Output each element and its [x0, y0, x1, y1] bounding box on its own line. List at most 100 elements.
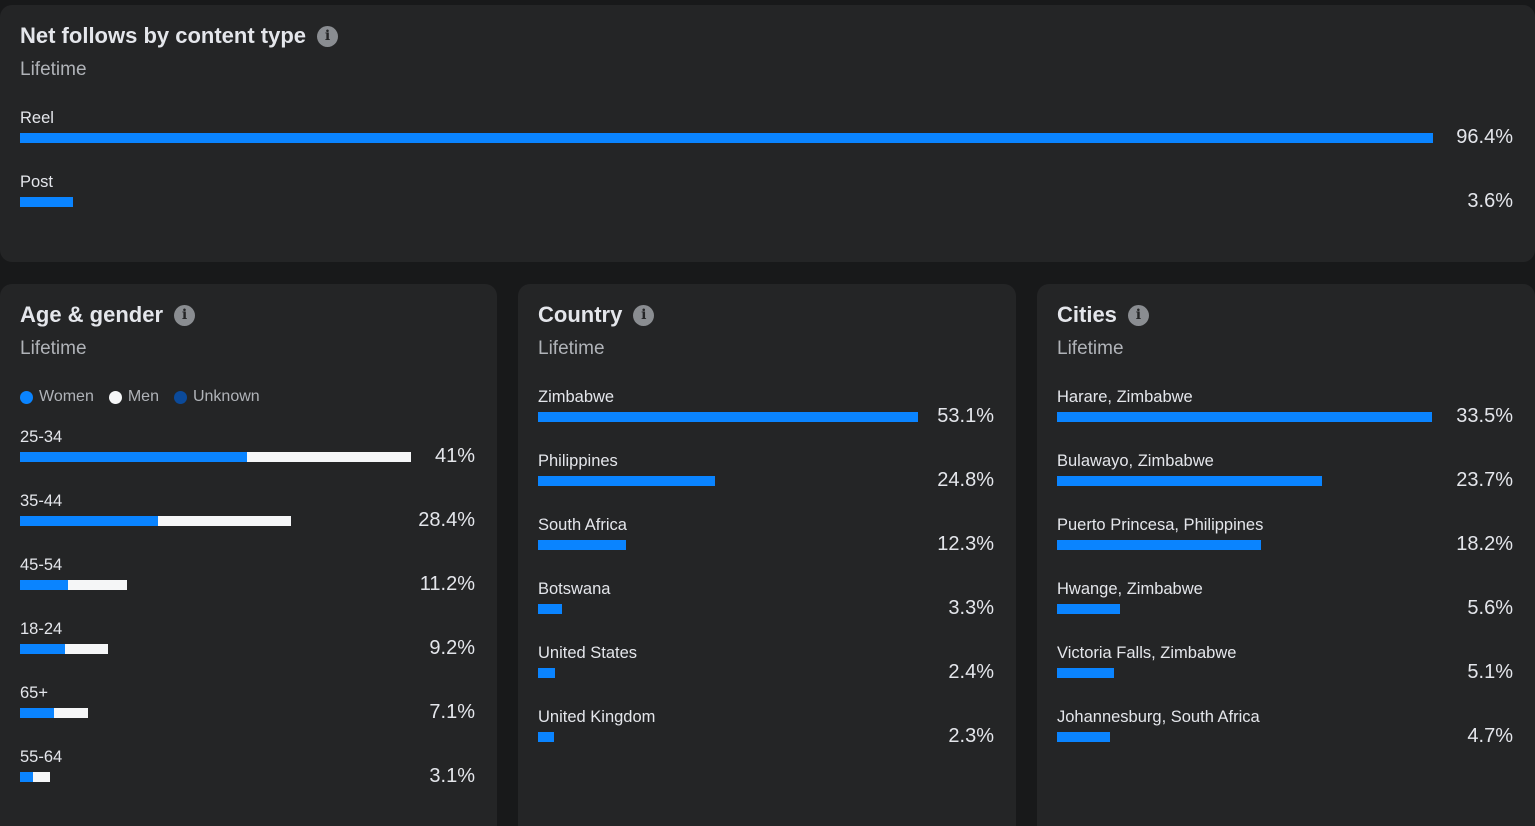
info-icon[interactable]: i — [1127, 304, 1149, 326]
row-label: Johannesburg, South Africa — [1057, 708, 1260, 726]
country-row: Zimbabwe 53.1% — [538, 388, 994, 452]
city-row: Johannesburg, South Africa 4.7% — [1057, 708, 1513, 772]
country-row: South Africa 12.3% — [538, 516, 994, 580]
legend-item-unknown: Unknown — [173, 388, 260, 406]
row-label: 25-34 — [20, 428, 63, 446]
row-label: Puerto Princesa, Philippines — [1057, 516, 1264, 534]
age-range-row: 35-44 28.4% — [20, 492, 475, 556]
bar — [20, 516, 291, 526]
info-icon[interactable]: i — [633, 304, 655, 326]
age-range-row: 65+ 7.1% — [20, 684, 475, 748]
bar-fill — [1057, 540, 1261, 550]
country-row: United States 2.4% — [538, 644, 994, 708]
bar-segment-women — [20, 516, 159, 526]
bar-segment-women — [20, 580, 69, 590]
bar — [538, 604, 562, 614]
row-label: 18-24 — [20, 620, 63, 638]
age-range-row: 55-64 3.1% — [20, 748, 475, 812]
legend-label: Unknown — [192, 388, 260, 405]
bar-fill — [1057, 476, 1323, 486]
row-value: 33.5% — [1456, 405, 1513, 427]
bar-segment-women — [20, 708, 54, 718]
row-value: 24.8% — [937, 469, 994, 491]
content-type-row: Post 3.6% — [20, 173, 1513, 237]
row-value: 18.2% — [1456, 533, 1513, 555]
city-row: Hwange, Zimbabwe 5.6% — [1057, 580, 1513, 644]
bar-fill — [1057, 604, 1120, 614]
country-row: Philippines 24.8% — [538, 452, 994, 516]
row-label: United Kingdom — [538, 708, 656, 726]
bar-fill — [20, 197, 73, 207]
row-value: 53.1% — [937, 405, 994, 427]
row-value: 23.7% — [1456, 469, 1513, 491]
bar — [20, 708, 88, 718]
row-value: 2.3% — [948, 725, 994, 747]
net-follows-card: Net follows by content type i Lifetime R… — [0, 5, 1535, 262]
age-range-row: 18-24 9.2% — [20, 620, 475, 684]
legend-label: Men — [127, 388, 159, 405]
bar — [1057, 412, 1433, 422]
card-title-text: Age & gender — [20, 302, 164, 327]
card-title-text: Cities — [1057, 302, 1117, 327]
bar-segment-women — [20, 644, 65, 654]
bar-fill — [1057, 732, 1110, 742]
row-value: 12.3% — [937, 533, 994, 555]
row-label: 45-54 — [20, 556, 63, 574]
city-row: Victoria Falls, Zimbabwe 5.1% — [1057, 644, 1513, 708]
age-range-list: 25-34 41% 35-44 28.4% 45-54 11.2% 18-24 9.2% 65+… — [20, 428, 475, 812]
legend-label: Women — [39, 388, 94, 405]
bar — [1057, 732, 1110, 742]
card-title: Country i — [538, 302, 655, 328]
row-value: 7.1% — [429, 701, 475, 723]
bar — [1057, 476, 1323, 486]
row-value: 41% — [434, 445, 475, 467]
bar — [20, 133, 1434, 143]
unknown-dot-icon — [173, 390, 187, 404]
bar-segment-men — [68, 580, 127, 590]
bar — [538, 732, 555, 742]
info-icon[interactable]: i — [317, 25, 339, 47]
bar — [20, 580, 127, 590]
country-card: Country i Lifetime Zimbabwe 53.1% Philippi… — [518, 284, 1016, 826]
city-row: Bulawayo, Zimbabwe 23.7% — [1057, 452, 1513, 516]
bar-segment-men — [158, 516, 291, 526]
country-row: United Kingdom 2.3% — [538, 708, 994, 772]
row-label: Hwange, Zimbabwe — [1057, 580, 1203, 598]
info-icon[interactable]: i — [174, 304, 196, 326]
country-row: Botswana 3.3% — [538, 580, 994, 644]
card-title: Cities i — [1057, 302, 1149, 328]
row-value: 96.4% — [1456, 126, 1513, 148]
bar-fill — [538, 732, 555, 742]
bar-segment-men — [53, 708, 88, 718]
row-label: Bulawayo, Zimbabwe — [1057, 452, 1214, 470]
row-label: Zimbabwe — [538, 388, 615, 406]
bar-segment-women — [20, 772, 33, 782]
row-value: 3.1% — [429, 765, 475, 787]
card-subtitle: Lifetime — [20, 59, 87, 80]
age-range-row: 45-54 11.2% — [20, 556, 475, 620]
men-dot-icon — [108, 390, 122, 404]
bar-segment-men — [64, 644, 108, 654]
bar-fill — [538, 668, 556, 678]
row-label: 35-44 — [20, 492, 63, 510]
bar — [1057, 604, 1120, 614]
content-type-row: Reel 96.4% — [20, 109, 1513, 173]
row-label: Victoria Falls, Zimbabwe — [1057, 644, 1237, 662]
legend-item-men: Men — [108, 388, 159, 406]
row-value: 11.2% — [419, 573, 475, 595]
row-value: 28.4% — [418, 509, 475, 531]
bar-segment-men — [246, 452, 412, 462]
card-title-text: Net follows by content type — [20, 23, 307, 48]
bar-fill — [1057, 412, 1433, 422]
bar — [538, 668, 556, 678]
card-title-text: Country — [538, 302, 623, 327]
card-title: Age & gender i — [20, 302, 196, 328]
row-label: United States — [538, 644, 638, 662]
bar — [538, 476, 716, 486]
row-label: Botswana — [538, 580, 611, 598]
bar — [20, 197, 73, 207]
bar — [20, 772, 50, 782]
women-dot-icon — [20, 390, 33, 404]
country-list: Zimbabwe 53.1% Philippines 24.8% South Afric… — [538, 388, 994, 772]
age-range-row: 25-34 41% — [20, 428, 475, 492]
